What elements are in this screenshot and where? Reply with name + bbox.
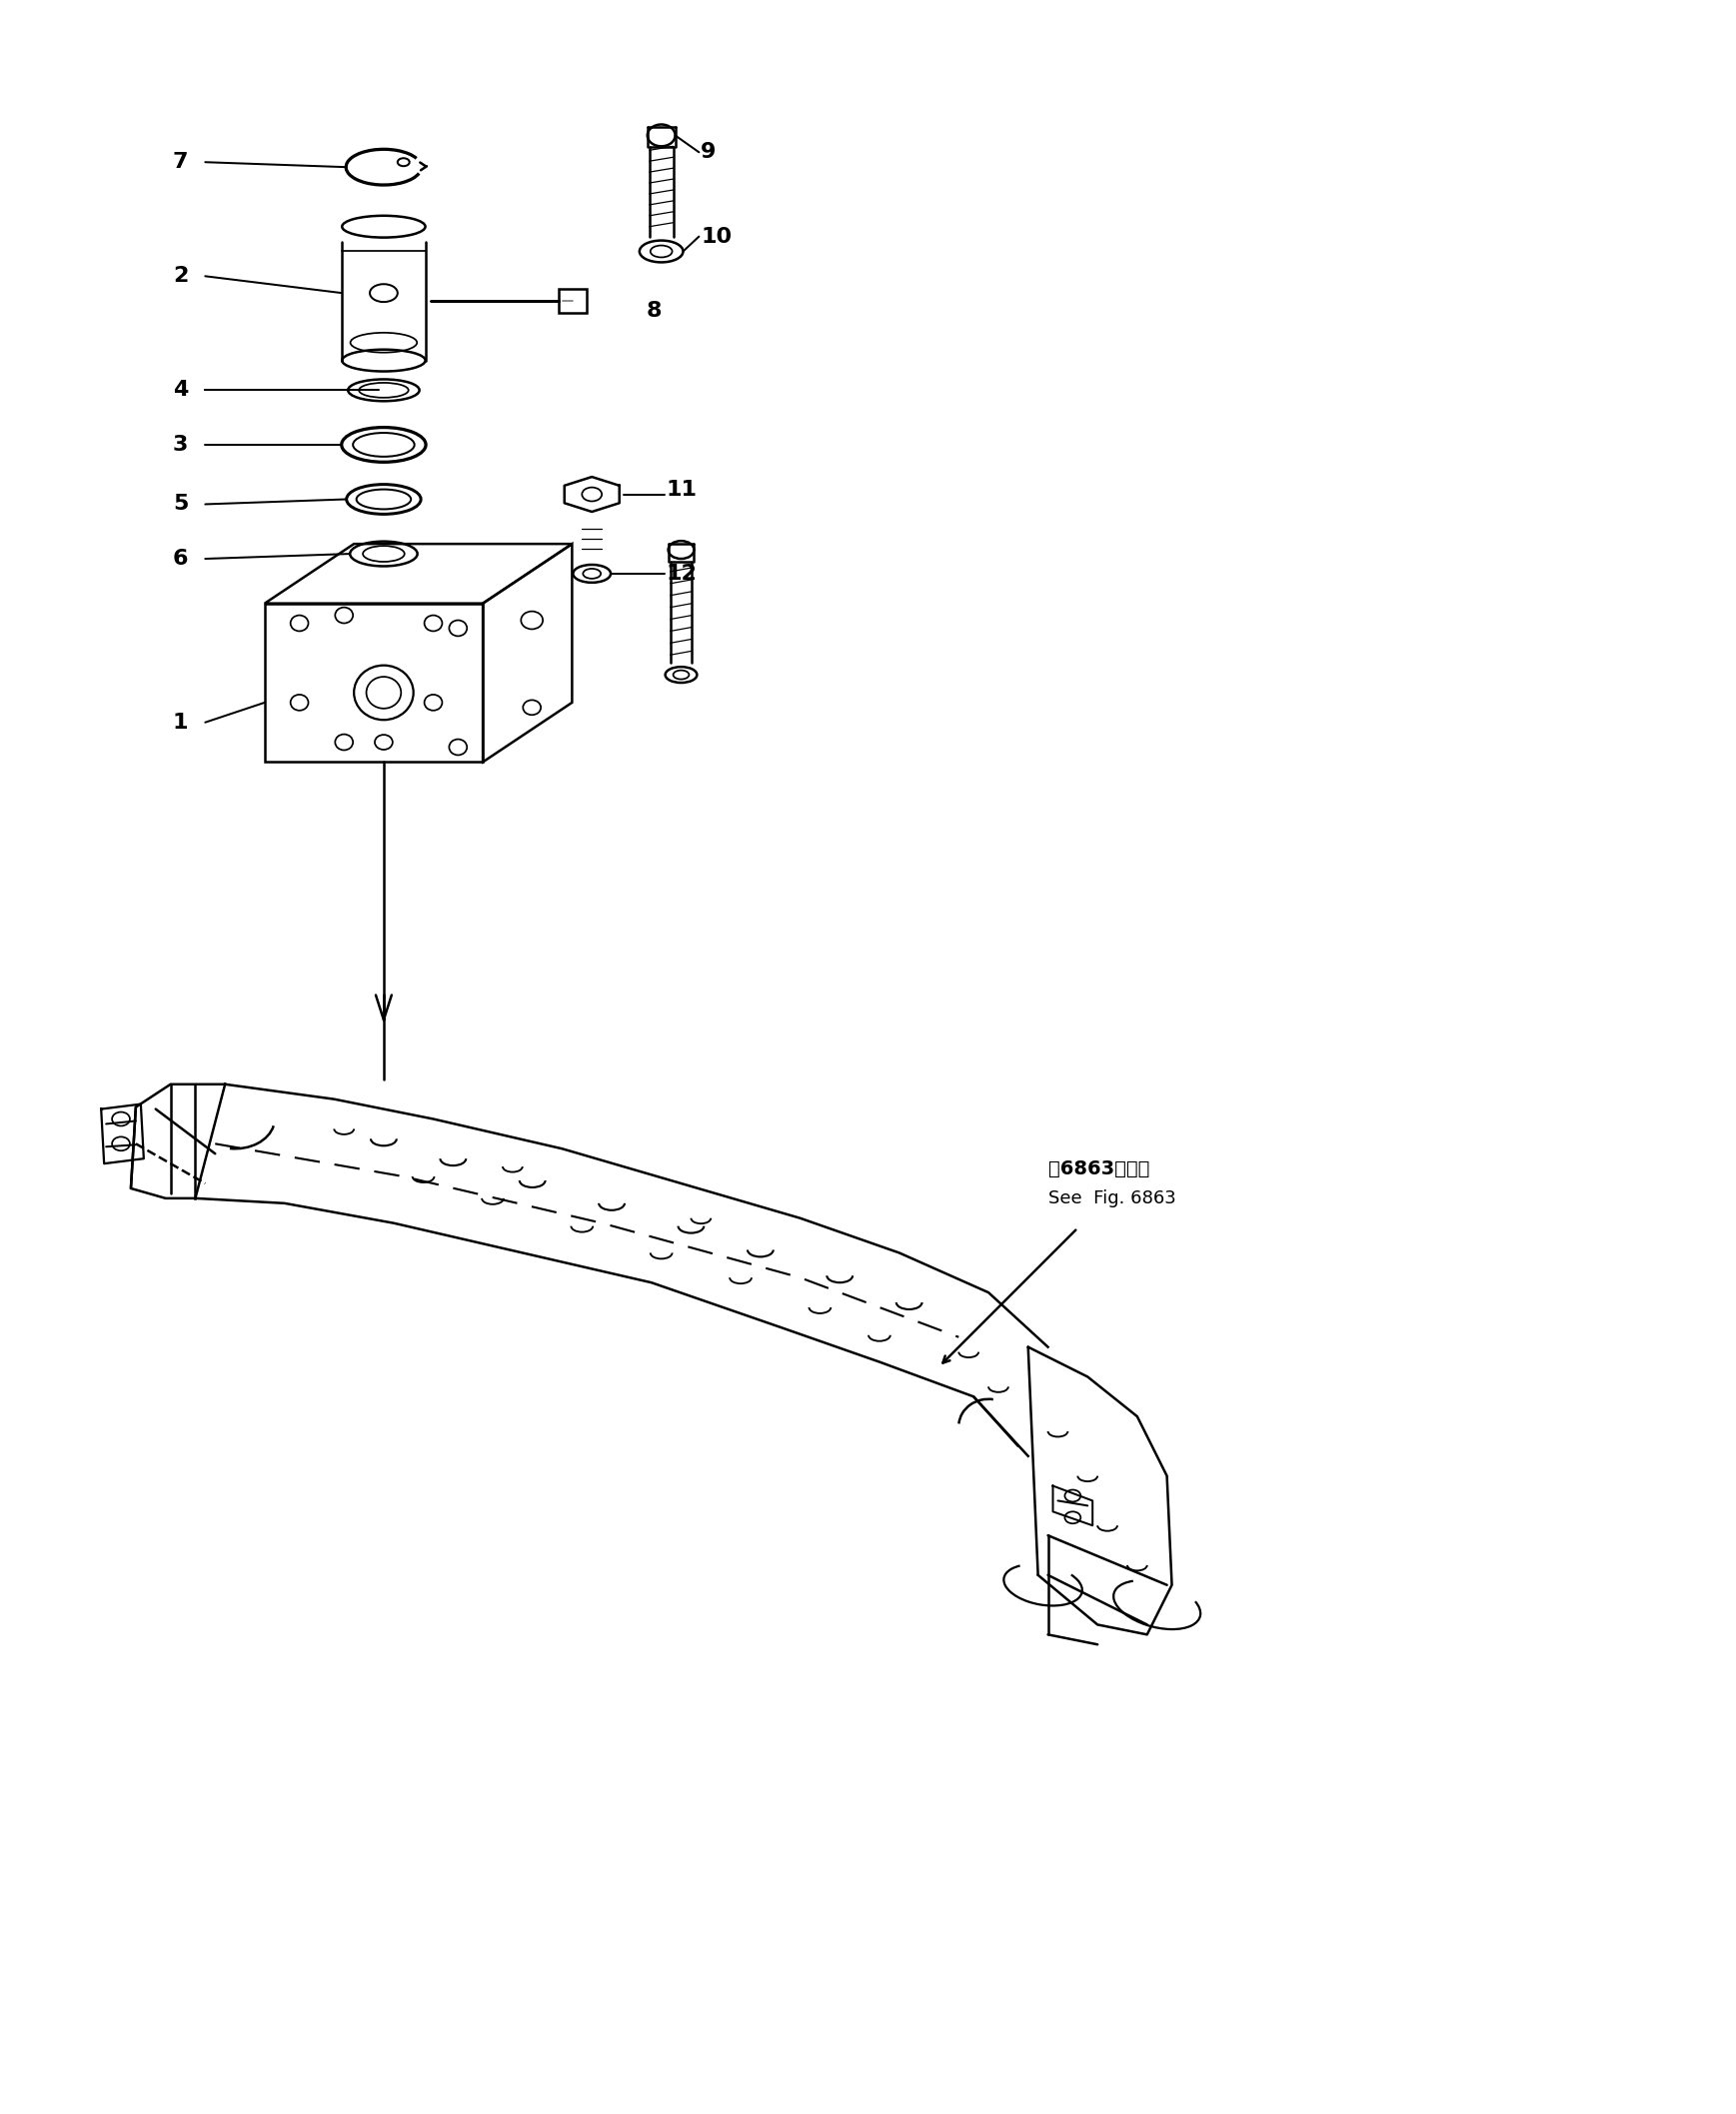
Text: 9: 9 bbox=[701, 142, 717, 163]
Text: 10: 10 bbox=[701, 226, 733, 247]
Bar bbox=[559, 290, 587, 313]
Text: 12: 12 bbox=[667, 564, 698, 583]
Text: 6: 6 bbox=[172, 550, 187, 569]
Text: 7: 7 bbox=[172, 152, 187, 171]
Text: 11: 11 bbox=[667, 480, 698, 499]
Text: 3: 3 bbox=[174, 435, 187, 455]
Text: 4: 4 bbox=[174, 381, 187, 400]
Text: 1: 1 bbox=[172, 712, 187, 731]
Text: 5: 5 bbox=[174, 495, 187, 514]
Text: See  Fig. 6863: See Fig. 6863 bbox=[1049, 1190, 1175, 1207]
Text: 2: 2 bbox=[174, 266, 187, 285]
Text: 8: 8 bbox=[646, 300, 661, 321]
Text: 第6863図参照: 第6863図参照 bbox=[1049, 1158, 1149, 1177]
